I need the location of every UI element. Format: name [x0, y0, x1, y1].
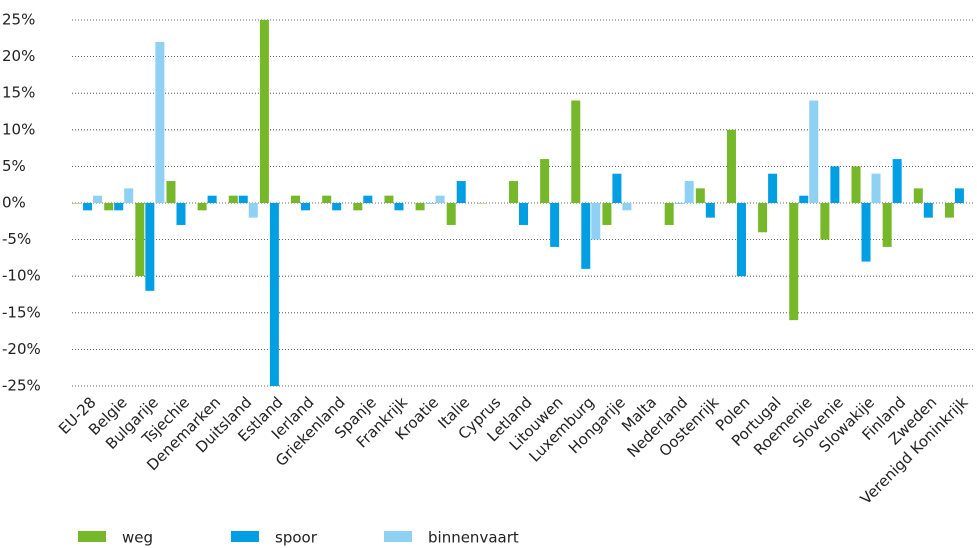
bar	[809, 100, 819, 203]
bar	[228, 195, 238, 203]
y-tick-label: 0%	[2, 194, 26, 212]
bar	[913, 188, 923, 203]
bar	[238, 195, 248, 203]
bar	[602, 203, 612, 225]
bar	[509, 181, 518, 203]
bar	[114, 203, 124, 211]
legend-swatch	[231, 531, 259, 542]
y-tick-label: -20%	[2, 340, 41, 358]
bar	[571, 100, 581, 203]
bar	[384, 195, 394, 203]
bar	[695, 188, 705, 203]
y-tick-label: 10%	[2, 120, 35, 138]
bar	[830, 166, 840, 203]
bar	[799, 195, 809, 203]
bar	[684, 181, 694, 203]
bar	[923, 203, 933, 218]
bar	[705, 203, 715, 218]
bar	[166, 181, 176, 203]
y-tick-label: 5%	[2, 157, 26, 175]
bar	[581, 203, 591, 269]
y-tick-label: -15%	[2, 303, 41, 321]
bar	[944, 203, 954, 218]
legend-swatch	[78, 531, 106, 542]
bar	[353, 203, 363, 211]
bar	[124, 188, 134, 203]
bar	[425, 203, 435, 204]
legend-swatch	[384, 531, 412, 542]
bar	[207, 195, 217, 203]
bar	[135, 203, 145, 277]
bar	[248, 203, 258, 218]
y-tick-label: 15%	[2, 84, 35, 102]
bar	[820, 203, 830, 240]
legend-label: spoor	[275, 529, 318, 547]
bar	[674, 203, 684, 204]
bar	[477, 203, 487, 204]
bar	[861, 203, 871, 262]
bar	[291, 195, 301, 203]
y-tick-label: 20%	[2, 47, 35, 65]
bar	[322, 195, 332, 203]
bar	[591, 203, 601, 240]
bar	[664, 203, 674, 225]
bar	[519, 203, 528, 225]
bar	[446, 203, 456, 225]
bar	[736, 203, 746, 277]
bar	[882, 203, 892, 247]
bar	[332, 203, 342, 211]
bar	[892, 159, 902, 203]
bar	[851, 166, 861, 203]
bar	[363, 195, 373, 203]
bar	[259, 20, 269, 203]
bar	[871, 173, 881, 203]
bar	[269, 203, 279, 386]
bar	[394, 203, 404, 211]
bar	[622, 203, 632, 211]
bar	[550, 203, 560, 247]
bar	[789, 203, 799, 321]
bar	[145, 203, 155, 291]
y-tick-label: -25%	[2, 377, 41, 395]
bar	[301, 203, 311, 211]
bar	[540, 159, 550, 203]
bar	[415, 203, 425, 211]
bar	[83, 203, 93, 211]
bar	[726, 129, 736, 203]
bar	[93, 195, 103, 203]
bar	[768, 173, 778, 203]
bar	[612, 173, 622, 203]
y-tick-label: -10%	[2, 267, 41, 285]
bar	[758, 203, 768, 233]
bar	[954, 188, 964, 203]
bar	[176, 203, 186, 225]
bar	[155, 41, 165, 204]
y-tick-label: -5%	[2, 230, 31, 248]
legend-label: weg	[122, 529, 153, 547]
bar	[197, 203, 207, 211]
bar	[435, 195, 445, 203]
bar	[456, 181, 466, 203]
bar	[104, 203, 114, 211]
bar	[73, 203, 83, 204]
legend-label: binnenvaart	[428, 529, 519, 547]
y-tick-label: 25%	[2, 11, 35, 29]
